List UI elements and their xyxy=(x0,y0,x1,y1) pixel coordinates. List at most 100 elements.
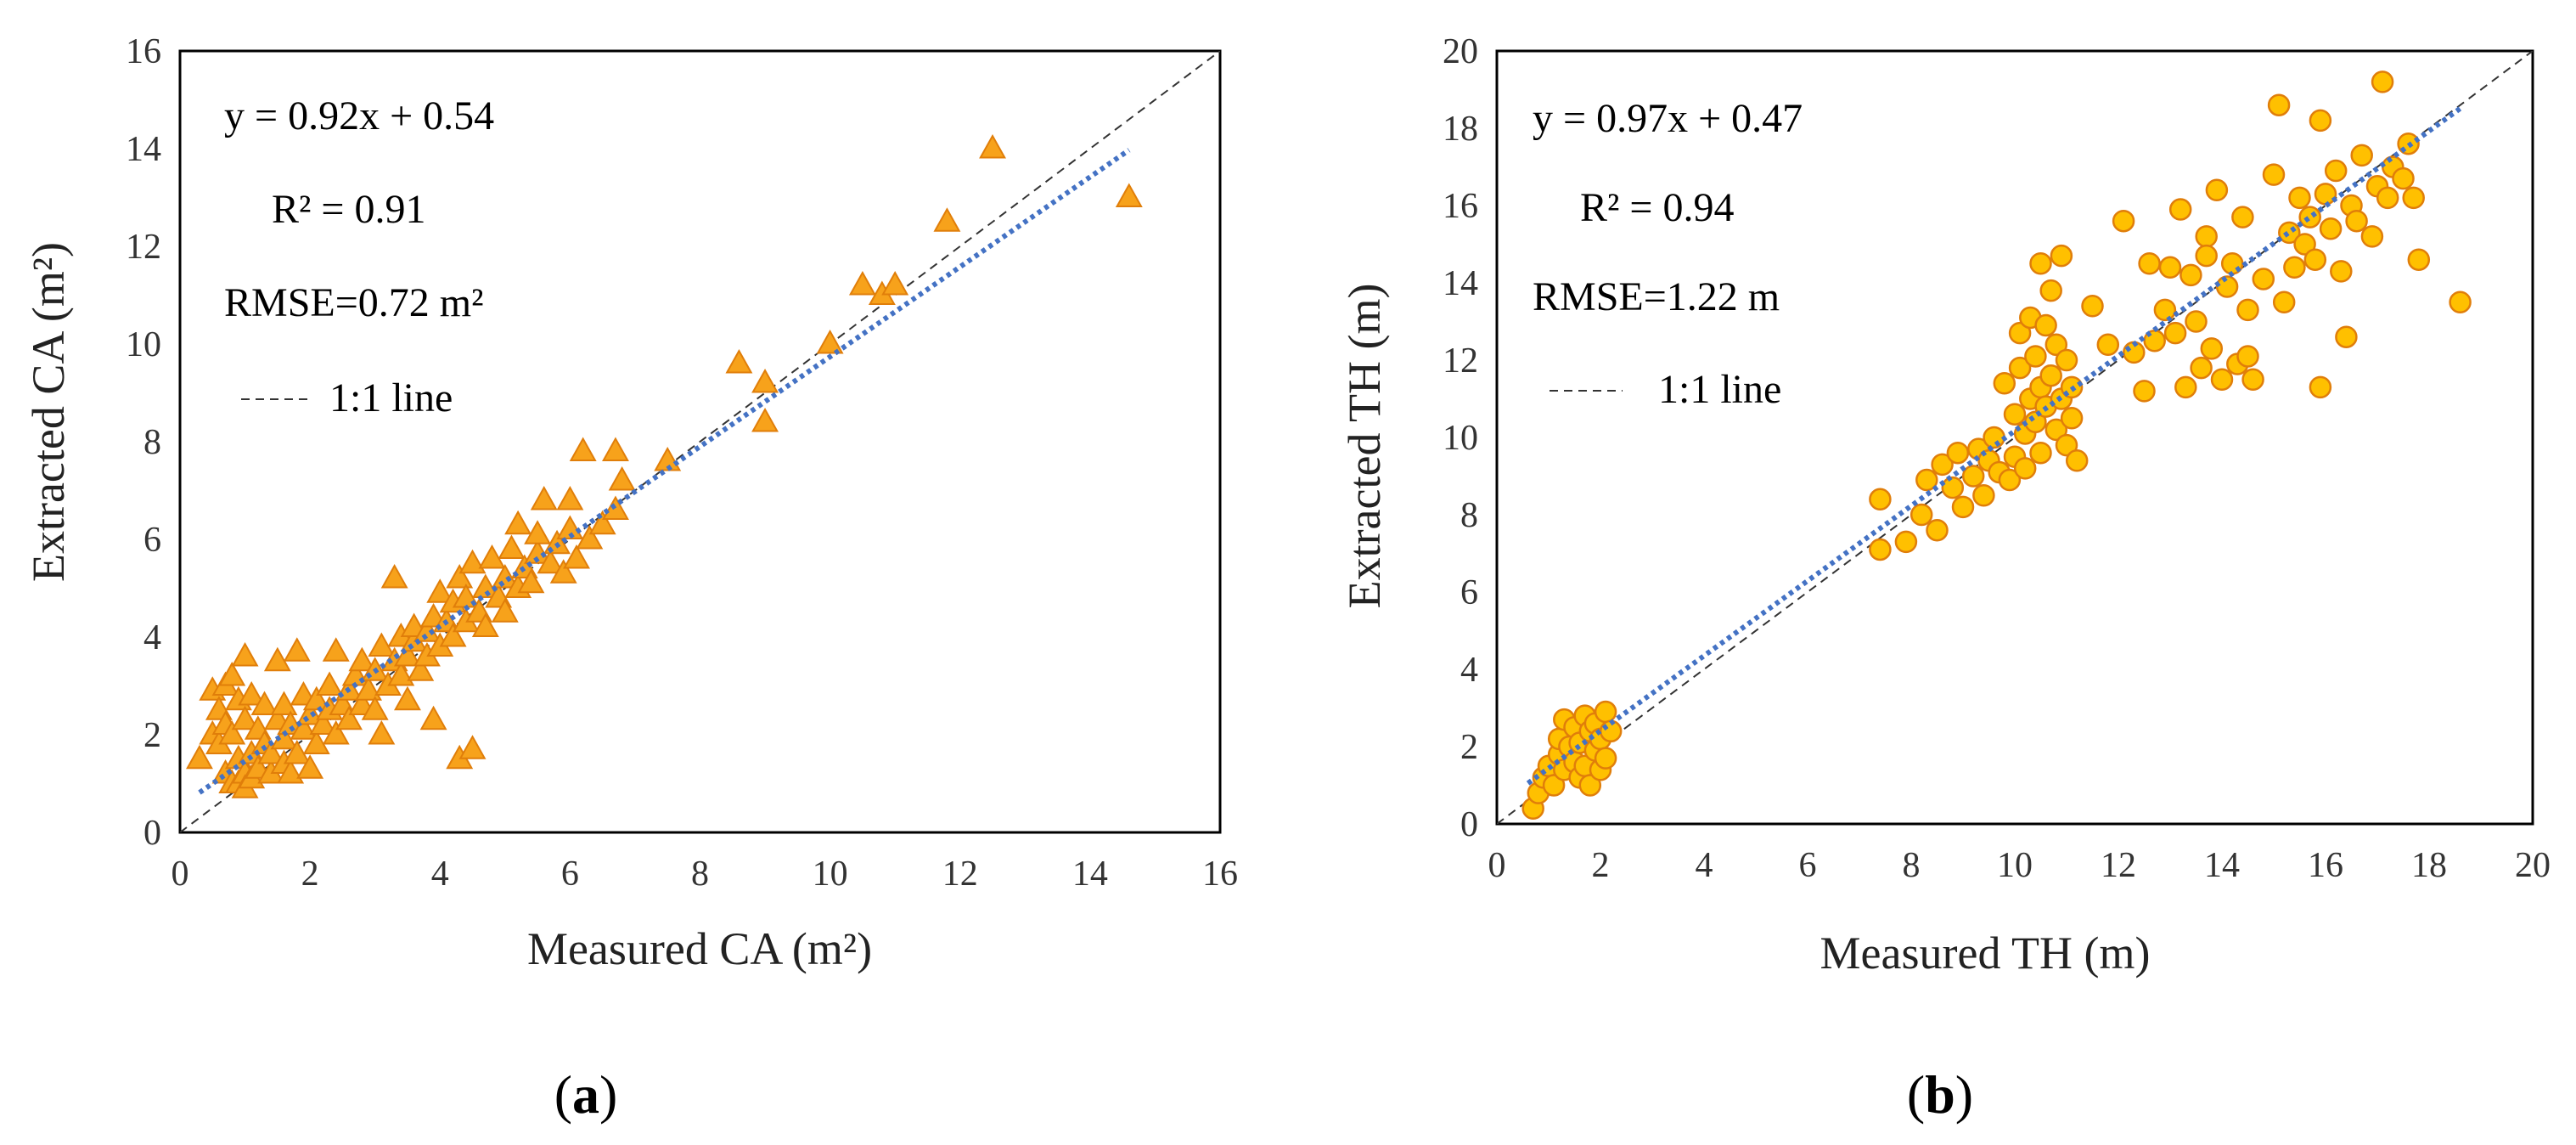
panel-a-data-point xyxy=(498,534,526,559)
panel-b-data-point xyxy=(1599,719,1623,743)
panel-b-data-point xyxy=(2044,333,2068,357)
panel-b-data-point xyxy=(2138,252,2161,275)
panel-a-data-point xyxy=(302,730,330,754)
panel-b-x-tick-5: 10 xyxy=(1997,846,2033,885)
panel-a-data-point xyxy=(218,719,246,745)
panel-a-data-point xyxy=(504,510,532,535)
panel-b-data-point xyxy=(2013,457,2037,480)
panel-b-data-point xyxy=(2407,248,2431,271)
panel-b-data-point xyxy=(2314,183,2337,206)
panel-b-data-point xyxy=(2303,248,2327,271)
panel-b-data-point xyxy=(2376,186,2399,210)
panel-a-x-tick-0: 0 xyxy=(172,855,189,894)
panel-b-data-point xyxy=(2185,310,2208,333)
panel-a-data-point xyxy=(725,348,753,374)
panel-b-data-point xyxy=(2241,368,2264,391)
panel-b-y-tick-0: 0 xyxy=(1460,805,1478,844)
panel-a-points xyxy=(186,133,1143,798)
panel-b-data-point xyxy=(1915,468,1938,492)
panel-a-data-point xyxy=(576,524,604,550)
panel-b-x-tick-3: 6 xyxy=(1799,846,1817,885)
panel-b-data-point xyxy=(2060,407,2084,430)
panel-b-label: (b) xyxy=(1907,1064,1973,1125)
panel-b-data-point xyxy=(2205,178,2229,202)
panel-a-data-point xyxy=(530,485,558,510)
panel-b-data-point xyxy=(2293,233,2316,256)
panel-b-data-point xyxy=(2174,375,2197,399)
panel-b-y-tick-1: 2 xyxy=(1460,728,1478,767)
panel-b-data-point xyxy=(1578,774,1602,797)
panel-a-data-point xyxy=(380,563,408,589)
panel-b-data-point xyxy=(2153,298,2177,322)
panel-a-data-point xyxy=(283,739,311,764)
panel-a-legend-label: 1:1 line xyxy=(329,375,453,420)
panel-b-data-point xyxy=(2449,290,2472,313)
panel-b-rmse: RMSE=1.22 m xyxy=(1533,274,1780,319)
panel-b-data-point xyxy=(2392,166,2415,190)
panel-a-data-point xyxy=(491,563,519,589)
panel-a-data-point xyxy=(602,495,629,520)
panel-b-data-point xyxy=(2360,225,2384,248)
panel-a-data-point xyxy=(458,549,487,574)
panel-a-data-point xyxy=(355,676,382,701)
panel-a-data-point xyxy=(186,744,213,770)
panel-b-data-point xyxy=(2029,441,2052,465)
panel-b-y-tick-3: 6 xyxy=(1460,573,1478,612)
panel-b-data-point xyxy=(1941,476,1965,499)
panel-a-data-point xyxy=(517,568,545,594)
panel-b-x-tick-10: 20 xyxy=(2515,846,2551,885)
panel-b-data-point xyxy=(2200,337,2224,360)
panel-a-data-point xyxy=(933,207,961,232)
panel-b-data-point xyxy=(1926,518,1949,542)
panel-b-y-tick-2: 4 xyxy=(1460,651,1478,690)
panel-b-data-point xyxy=(2065,449,2089,472)
panel-b-data-point xyxy=(1594,700,1617,724)
panel-a-y-axis-title: Extracted CA (m²) xyxy=(23,242,74,582)
panel-b-data-point xyxy=(1983,426,2005,449)
panel-a-x-axis-title: Measured CA (m²) xyxy=(527,923,872,974)
panel-a-y-tick-1: 2 xyxy=(143,716,161,755)
panel-b-data-point xyxy=(1998,468,2022,492)
panel-b-data-point xyxy=(2055,433,2078,457)
panel-a-plot-area: y = 0.92x + 0.54 R² = 0.91 RMSE=0.72 m² … xyxy=(178,49,1222,834)
panel-b-data-point xyxy=(2283,256,2306,279)
panel-a-data-point xyxy=(1115,183,1143,207)
panel-b-data-point xyxy=(2402,186,2425,210)
panel-a-data-point xyxy=(302,685,330,711)
panel-a-equation: y = 0.92x + 0.54 xyxy=(224,93,494,138)
panel-b-data-point xyxy=(2210,368,2234,391)
panel-b-data-point xyxy=(2008,321,2032,345)
panel-b-data-point xyxy=(2179,263,2202,287)
panel-b-data-point xyxy=(1594,747,1617,770)
panel-a-y-tick-5: 10 xyxy=(126,325,161,364)
panel-b-r2: R² = 0.94 xyxy=(1580,185,1734,230)
chart-panel-b: 0 2 4 6 8 10 12 14 16 18 20 0 2 4 6 8 10 12 14 16 18 20 Measu… xyxy=(1339,32,2551,1125)
panel-b-data-point xyxy=(2371,71,2394,93)
panel-b-points xyxy=(1521,71,2472,821)
panel-a-y-tick-7: 14 xyxy=(126,130,161,169)
panel-a-data-point xyxy=(361,696,389,720)
panel-b-plot-area: y = 0.97x + 0.47 R² = 0.94 RMSE=1.22 m 1… xyxy=(1495,49,2534,826)
panel-a-data-point xyxy=(322,637,350,662)
panel-b-equation: y = 0.97x + 0.47 xyxy=(1533,96,1803,141)
panel-b-data-point xyxy=(1910,503,1933,527)
panel-a-data-point xyxy=(439,622,467,647)
panel-a-data-point xyxy=(537,549,565,574)
panel-b-data-point xyxy=(1542,774,1566,797)
panel-b-data-point xyxy=(2096,333,2120,357)
panel-a-y-tick-8: 16 xyxy=(126,32,161,71)
panel-b-data-point xyxy=(1993,372,2016,395)
panel-b-data-point xyxy=(2034,313,2057,337)
panel-b-data-point xyxy=(1961,465,1985,488)
panel-a-data-point xyxy=(335,705,363,730)
panel-b-y-axis-title: Extracted TH (m) xyxy=(1339,284,1390,609)
panel-b-x-tick-7: 14 xyxy=(2204,846,2240,885)
panel-a-data-point xyxy=(491,598,519,623)
panel-a-data-point xyxy=(419,705,447,730)
panel-a-data-point xyxy=(556,485,584,510)
panel-a-y-tick-3: 6 xyxy=(143,521,161,560)
panel-b-data-point xyxy=(1869,488,1892,511)
panel-a-data-point xyxy=(387,661,415,686)
panel-a-x-tick-1: 2 xyxy=(301,855,319,894)
panel-a-data-point xyxy=(569,437,597,461)
